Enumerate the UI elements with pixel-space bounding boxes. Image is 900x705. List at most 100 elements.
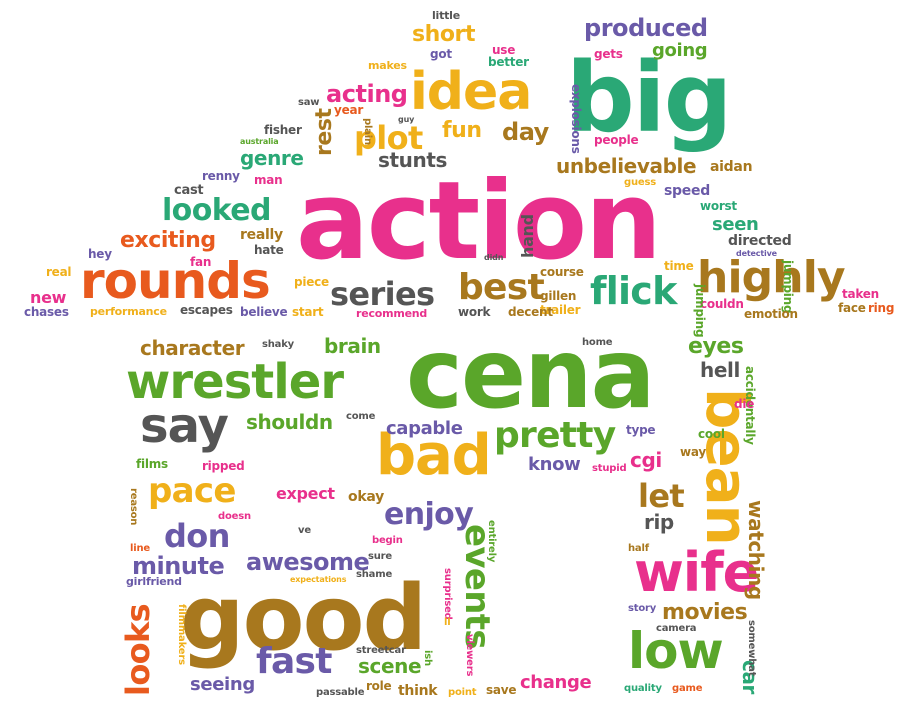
word-time: time bbox=[664, 259, 694, 273]
word-ripped: ripped bbox=[202, 459, 245, 473]
word-flick: flick bbox=[590, 269, 677, 313]
word-man: man bbox=[254, 173, 283, 187]
word-filmmakers: filmmakers bbox=[176, 604, 187, 665]
word-directed: directed bbox=[728, 233, 792, 249]
word-pace: pace bbox=[148, 471, 236, 511]
word-role: role bbox=[366, 679, 392, 693]
word-people: people bbox=[594, 133, 639, 147]
word-idea: idea bbox=[410, 62, 532, 122]
word-die: die bbox=[734, 397, 755, 411]
word-change: change bbox=[520, 672, 592, 693]
word-eyes: eyes bbox=[688, 334, 744, 359]
word-cast: cast bbox=[174, 183, 204, 198]
word-course: course bbox=[540, 265, 584, 279]
word-new: new bbox=[30, 288, 67, 307]
word-story: story bbox=[628, 603, 657, 614]
word-stupid: stupid bbox=[592, 463, 627, 474]
word-reason: reason bbox=[128, 488, 139, 526]
word-ish: ish bbox=[422, 650, 433, 666]
word-cgi: cgi bbox=[630, 448, 662, 472]
word-renny: renny bbox=[202, 169, 240, 183]
word-say: say bbox=[140, 398, 229, 454]
word-shaky: shaky bbox=[262, 339, 294, 350]
word-expectations: expectations bbox=[290, 575, 347, 584]
word-acting: acting bbox=[326, 80, 408, 108]
word-shouldn: shouldn bbox=[246, 410, 333, 434]
word-fisher: fisher bbox=[264, 123, 302, 137]
word-produced: produced bbox=[584, 14, 708, 42]
word-passable: passable bbox=[316, 687, 365, 698]
word-emotion: emotion bbox=[744, 307, 798, 321]
word-bad: bad bbox=[376, 423, 492, 488]
word-day: day bbox=[502, 118, 549, 146]
word-really: really bbox=[240, 227, 283, 243]
word-wife: wife bbox=[634, 541, 759, 604]
word-come: come bbox=[346, 411, 376, 422]
word-rounds: rounds bbox=[80, 252, 271, 310]
word-surprised: surprised bbox=[442, 568, 453, 620]
word-escapes: escapes bbox=[180, 303, 233, 317]
word-best: best bbox=[458, 267, 545, 308]
word-explosions: explosions bbox=[569, 84, 583, 154]
word-australia: australia bbox=[240, 137, 279, 146]
word-enjoy: enjoy bbox=[384, 497, 474, 532]
word-better: better bbox=[488, 55, 529, 69]
word-fast: fast bbox=[256, 641, 332, 682]
word-going: going bbox=[652, 40, 708, 61]
word-rip: rip bbox=[644, 510, 674, 534]
word-shame: shame bbox=[356, 569, 393, 580]
word-fun: fun bbox=[442, 118, 482, 143]
word-got: got bbox=[430, 47, 452, 61]
word-quality: quality bbox=[624, 683, 662, 694]
word-real: real bbox=[46, 265, 72, 279]
word-sure: sure bbox=[368, 551, 392, 562]
word-start: start bbox=[292, 305, 324, 319]
word-game: game bbox=[672, 683, 703, 694]
word-plain: plain bbox=[362, 118, 373, 145]
word-seen: seen bbox=[712, 214, 759, 235]
word-wrestler: wrestler bbox=[126, 354, 344, 410]
word-jumping-2: jumping bbox=[693, 284, 707, 338]
word-character: character bbox=[140, 336, 245, 360]
word-rest: rest bbox=[312, 108, 337, 156]
word-hey: hey bbox=[88, 247, 112, 261]
word-genre: genre bbox=[240, 146, 304, 170]
word-ring: ring bbox=[868, 301, 895, 315]
word-point: point bbox=[448, 687, 477, 698]
word-believe: believe bbox=[240, 305, 288, 319]
word-low: low bbox=[628, 622, 724, 680]
word-home: home bbox=[582, 337, 613, 348]
word-hate: hate bbox=[254, 243, 284, 257]
word-aidan: aidan bbox=[710, 159, 753, 175]
word-doesn: doesn bbox=[218, 511, 251, 522]
word-line: line bbox=[130, 543, 150, 554]
word-piece: piece bbox=[294, 275, 329, 289]
word-streetcar: streetcar bbox=[356, 645, 406, 656]
word-detective: detective bbox=[736, 249, 777, 258]
word-recommend: recommend bbox=[356, 307, 428, 320]
word-capable: capable bbox=[386, 418, 463, 439]
word-think: think bbox=[398, 683, 438, 699]
word-year: year bbox=[334, 103, 364, 117]
word-guy: guy bbox=[398, 115, 415, 124]
word-minute: minute bbox=[132, 552, 225, 580]
word-movies: movies bbox=[662, 600, 748, 625]
word-viewers: viewers bbox=[464, 634, 475, 677]
word-chases: chases bbox=[24, 305, 69, 319]
word-action: action bbox=[296, 159, 662, 284]
word-looks: looks bbox=[119, 603, 157, 696]
word-okay: okay bbox=[348, 489, 384, 505]
word-face: face bbox=[838, 301, 866, 315]
word-stunts: stunts bbox=[378, 148, 448, 172]
word-pretty: pretty bbox=[494, 415, 616, 456]
word-girlfriend: girlfriend bbox=[126, 575, 182, 588]
word-awesome: awesome bbox=[246, 548, 370, 576]
word-use: use bbox=[492, 43, 516, 57]
word-ll: ll bbox=[444, 617, 451, 628]
word-fan: fan bbox=[190, 255, 212, 269]
word-save: save bbox=[486, 683, 517, 697]
word-watching: watching bbox=[744, 500, 768, 600]
word-exciting: exciting bbox=[120, 228, 216, 253]
word-know: know bbox=[528, 454, 581, 475]
